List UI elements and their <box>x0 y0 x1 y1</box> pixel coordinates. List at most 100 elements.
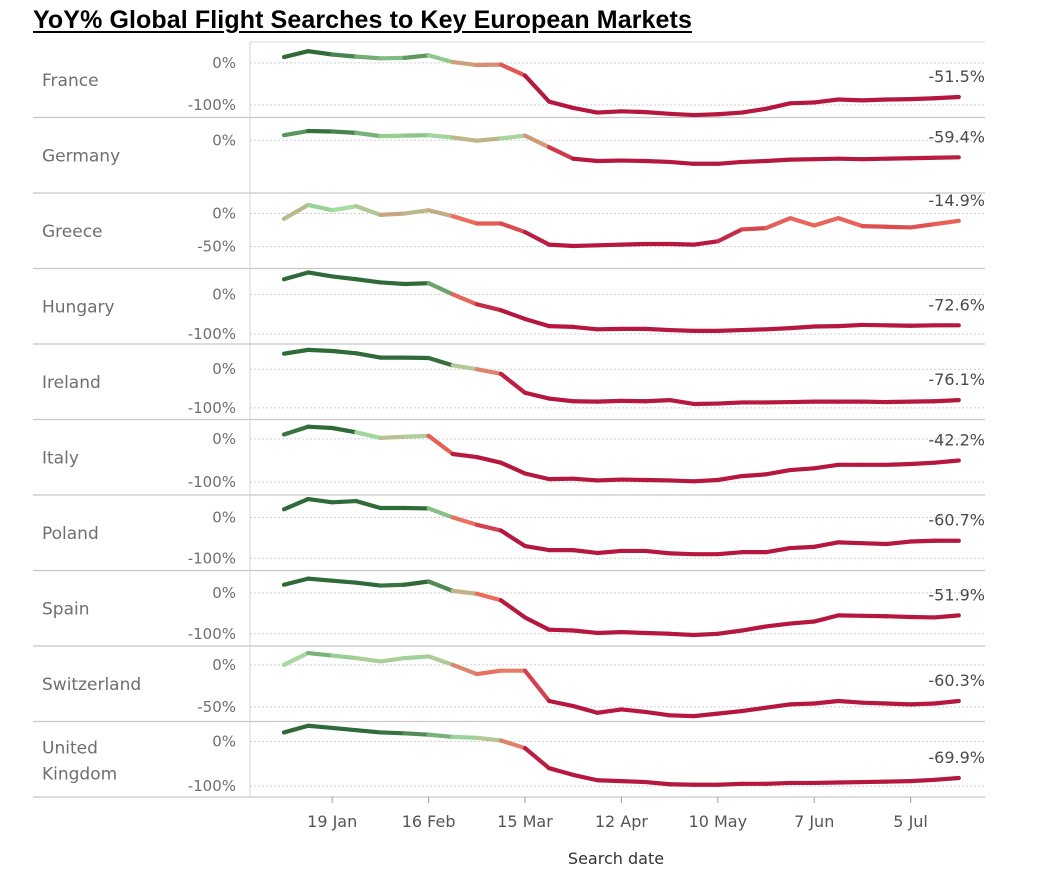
series-segment <box>426 433 455 457</box>
series-segment <box>619 779 648 785</box>
series-segment <box>691 239 720 247</box>
panel-hungary: 0% -100% Hungary -72.6% <box>33 270 985 345</box>
y-tick-label: -100% <box>188 777 236 795</box>
series-segment <box>450 363 479 372</box>
panel-switzerland: 0% -50% Switzerland -60.3% <box>33 650 985 723</box>
y-tick-label: 0% <box>212 430 236 448</box>
series-segment <box>378 211 407 217</box>
series-segment <box>667 398 696 407</box>
series-segment <box>546 145 576 161</box>
y-tick-label: -100% <box>188 96 236 114</box>
country-label: United Kingdom <box>42 738 117 784</box>
series-segment <box>354 204 383 217</box>
series-segment <box>306 424 335 431</box>
series-segment <box>378 280 407 287</box>
series-segment <box>330 274 359 282</box>
series-segment <box>643 110 672 116</box>
y-tick-label: -50% <box>197 698 236 716</box>
series-segment <box>354 580 383 588</box>
series-segment <box>739 624 769 633</box>
panel-united-kingdom: 0% -100% United Kingdom -69.9% <box>33 723 985 798</box>
series-segment <box>812 216 841 228</box>
series-segment <box>932 458 961 465</box>
series-segment <box>908 96 937 102</box>
series-segment <box>498 460 528 476</box>
series-segment <box>595 630 624 636</box>
series-segment <box>402 433 431 439</box>
series-line-italy <box>281 424 961 484</box>
series-segment <box>426 208 455 219</box>
x-tick-label: 15 Mar <box>497 812 553 831</box>
panel-poland: 0% -100% Poland -60.7% <box>33 496 985 572</box>
series-segment <box>595 548 624 556</box>
series-segment <box>281 496 311 512</box>
series-segment <box>330 653 359 661</box>
series-segment <box>715 327 745 333</box>
y-tick-label: 0% <box>212 360 236 378</box>
x-axis: 19 Jan 16 Feb 15 Mar 12 Apr 10 May 7 Jun 5 Jul <box>307 797 928 831</box>
series-segment <box>330 725 359 733</box>
series-segment <box>330 498 359 505</box>
series-segment <box>522 229 552 247</box>
series-segment <box>450 451 479 460</box>
series-segment <box>281 723 311 735</box>
series-segment <box>306 49 335 57</box>
series-segment <box>643 779 672 787</box>
series-segment <box>715 550 745 557</box>
series-segment <box>498 598 528 620</box>
series-segment <box>354 498 383 511</box>
series-segment <box>643 398 672 404</box>
series-segment <box>450 734 479 740</box>
series-segment <box>812 698 841 706</box>
series-segment <box>667 159 696 166</box>
panel-france: 0% -100% France -51.5% <box>33 41 985 119</box>
series-segment <box>498 738 528 751</box>
country-label: Hungary <box>42 297 115 317</box>
series-segment <box>619 707 648 715</box>
series-segment <box>426 506 455 520</box>
series-segment <box>498 221 528 235</box>
series-segment <box>812 613 841 624</box>
series-segment <box>667 478 696 484</box>
end-value-label: -60.7% <box>928 511 985 530</box>
series-segment <box>595 477 624 483</box>
end-value-label: -59.4% <box>928 127 985 146</box>
series-segment <box>595 242 624 248</box>
series-segment <box>281 49 311 60</box>
series-segment <box>330 204 359 213</box>
series-segment <box>498 133 528 141</box>
y-tick-label: -100% <box>188 625 236 643</box>
series-segment <box>402 654 431 661</box>
series-segment <box>402 281 431 287</box>
series-line-ireland <box>281 347 961 407</box>
series-segment <box>763 621 793 629</box>
series-segment <box>306 723 335 731</box>
series-segment <box>571 156 600 164</box>
series-segment <box>402 53 431 60</box>
series-segment <box>281 424 311 437</box>
series-segment <box>812 97 841 105</box>
series-segment <box>619 630 648 636</box>
y-tick-label: -100% <box>188 549 236 567</box>
series-segment <box>763 545 793 555</box>
series-segment <box>739 327 769 333</box>
series-segment <box>474 454 503 465</box>
series-segment <box>932 94 961 101</box>
series-segment <box>571 105 600 115</box>
series-segment <box>763 325 793 332</box>
chart-title: YoY% Global Flight Searches to Key Europ… <box>33 6 692 34</box>
y-tick-label: 0% <box>212 131 236 149</box>
y-tick-label: 0% <box>212 584 236 602</box>
series-segment <box>450 292 479 307</box>
series-segment <box>860 97 889 103</box>
y-tick-label: -100% <box>188 325 236 343</box>
series-segment <box>281 128 311 138</box>
series-segment <box>763 702 793 710</box>
end-value-label: -14.9% <box>928 191 985 210</box>
series-segment <box>667 631 696 638</box>
series-segment <box>595 707 624 715</box>
series-segment <box>884 461 913 467</box>
series-segment <box>763 467 793 477</box>
series-segment <box>691 477 720 484</box>
series-segment <box>378 655 407 664</box>
